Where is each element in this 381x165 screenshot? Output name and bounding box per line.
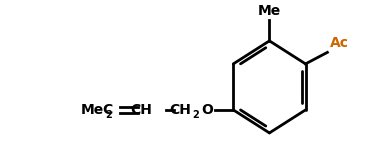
Text: CH: CH xyxy=(130,103,152,117)
Text: Ac: Ac xyxy=(330,36,349,50)
Text: CH: CH xyxy=(170,103,192,117)
Text: O: O xyxy=(202,103,213,117)
Text: C: C xyxy=(102,103,112,117)
Text: Me: Me xyxy=(258,4,281,18)
Text: 2: 2 xyxy=(193,110,199,120)
Text: 2: 2 xyxy=(105,110,112,120)
Text: Me: Me xyxy=(81,103,104,117)
